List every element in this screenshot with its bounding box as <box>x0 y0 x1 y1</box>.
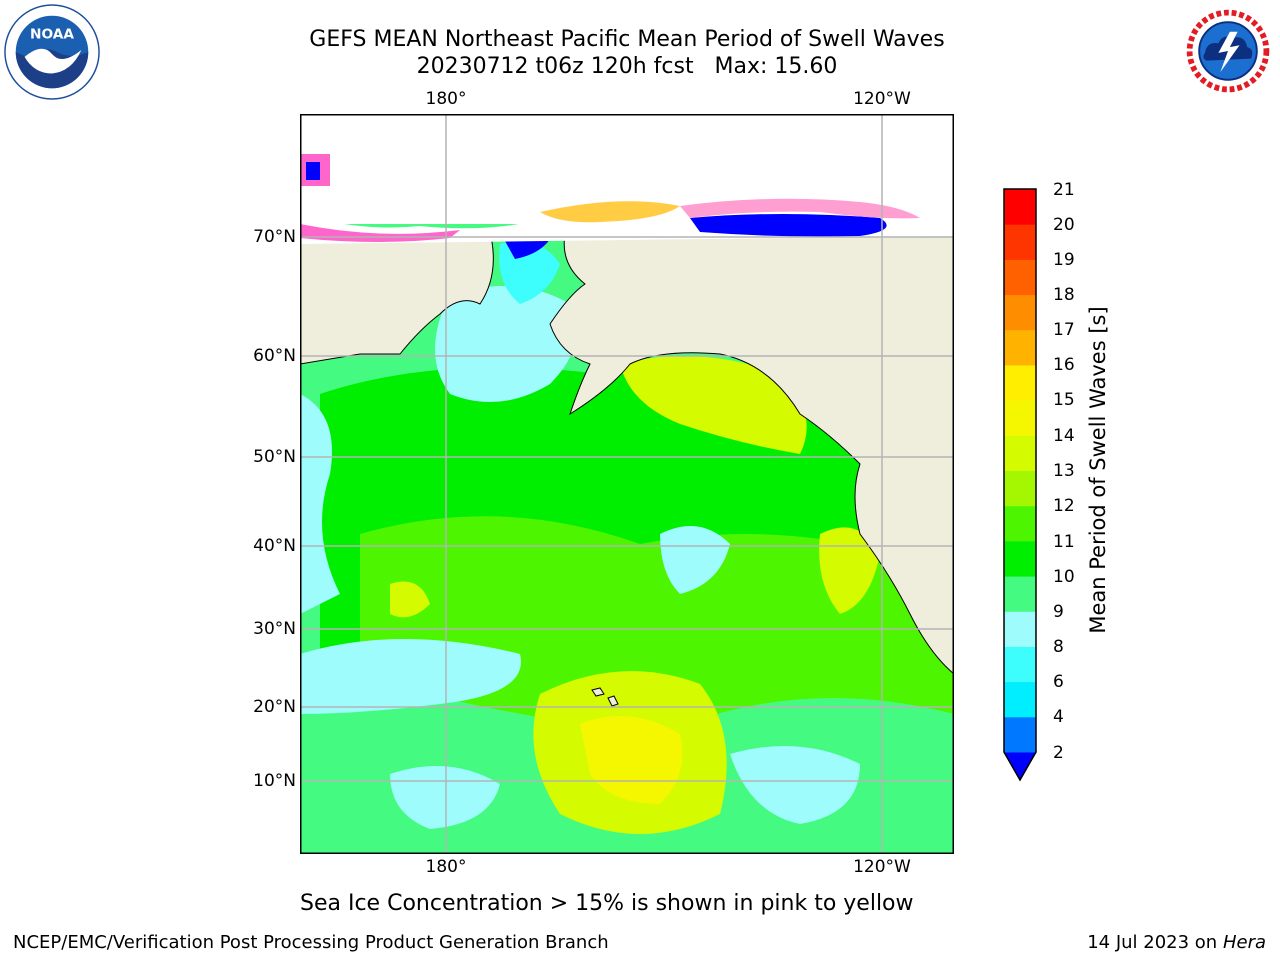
colorbar-segment-6-8 <box>1004 646 1036 683</box>
colorbar-segment-18-19 <box>1004 259 1036 296</box>
colorbar-segment-4-6 <box>1004 681 1036 718</box>
svg-text:NOAA: NOAA <box>30 26 74 42</box>
lat-tick-10n: 10°N <box>253 771 296 791</box>
footer-date-text: 14 Jul 2023 on <box>1087 932 1223 953</box>
patch-yellow-north <box>620 356 807 454</box>
lat-tick-60n: 60°N <box>253 346 296 366</box>
graticule <box>300 114 954 854</box>
colorbar-label-20: 20 <box>1053 215 1075 235</box>
colorbar-label-16: 16 <box>1053 355 1075 375</box>
colorbar-label-15: 15 <box>1053 390 1075 410</box>
colorbar-label-2: 2 <box>1053 743 1064 763</box>
region-blue-nw <box>306 162 320 180</box>
colorbar-segment-13-14 <box>1004 435 1036 471</box>
ice-yellow-mid <box>540 201 680 223</box>
region-beaufort-blue <box>690 214 887 237</box>
land-north-america <box>549 223 954 675</box>
patch-yellow-west <box>390 581 430 618</box>
colorbar-segment-19-20 <box>1004 224 1036 260</box>
colorbar-segment-11-12 <box>1004 505 1036 542</box>
colorbar-label-18: 18 <box>1053 285 1075 305</box>
footer-host: Hera <box>1222 932 1266 953</box>
chart-title: GEFS MEAN Northeast Pacific Mean Period … <box>309 27 945 52</box>
footer-date: 14 Jul 2023 on Hera <box>1087 932 1266 954</box>
region-cyan-mid <box>660 526 730 594</box>
lon-tick-bottom-180: 180° <box>425 857 467 877</box>
lat-tick-70n: 70°N <box>253 227 296 247</box>
colorbar-label-11: 11 <box>1053 532 1075 552</box>
map-frame <box>300 114 954 854</box>
land-hawaii-big-island <box>607 695 619 707</box>
colorbar-label-19: 19 <box>1053 250 1075 270</box>
ice-pink-east <box>680 198 920 219</box>
chart-subtitle: 20230712 t06z 120h fcst Max: 15.60 <box>416 54 838 79</box>
colorbar-segment-9-10 <box>1004 576 1036 612</box>
sea-ice-note: Sea Ice Concentration > 15% is shown in … <box>300 891 914 916</box>
colorbar-segment-17-18 <box>1004 294 1036 331</box>
colorbar-segment-2-4 <box>1004 716 1036 753</box>
region-cyan-south <box>730 746 860 824</box>
colorbar-label-12: 12 <box>1053 496 1075 516</box>
colorbar-segment-14-15 <box>1004 400 1036 436</box>
patch-yellow-coast <box>819 527 880 614</box>
patch-yellow-core <box>580 716 683 804</box>
colorbar <box>1003 188 1037 782</box>
colorbar-segment-8-9 <box>1004 611 1036 647</box>
colorbar-frame <box>1003 188 1037 782</box>
colorbar-label-14: 14 <box>1053 426 1075 446</box>
colorbar-label-8: 8 <box>1053 637 1064 657</box>
lat-tick-40n: 40°N <box>253 536 296 556</box>
colorbar-extend-min <box>1003 751 1037 782</box>
lon-tick-top-180: 180° <box>425 89 467 109</box>
lat-tick-50n: 50°N <box>253 447 296 467</box>
lon-tick-bottom-120w: 120°W <box>853 857 911 877</box>
land-siberia <box>300 231 494 365</box>
colorbar-label-6: 6 <box>1053 672 1064 692</box>
colorbar-label-21: 21 <box>1053 180 1075 200</box>
footer-credit: NCEP/EMC/Verification Post Processing Pr… <box>13 932 609 953</box>
colorbar-label-9: 9 <box>1053 602 1064 622</box>
colorbar-segment-20-21 <box>1004 189 1036 225</box>
colorbar-segment-15-16 <box>1004 364 1036 401</box>
colorbar-label-4: 4 <box>1053 707 1064 727</box>
colorbar-segment-16-17 <box>1004 329 1036 366</box>
lat-tick-30n: 30°N <box>253 619 296 639</box>
colorbar-label-10: 10 <box>1053 567 1075 587</box>
lon-tick-top-120w: 120°W <box>853 89 911 109</box>
region-cyan-west <box>300 394 340 614</box>
land-hawaii <box>591 687 605 697</box>
nws-logo <box>1182 5 1274 97</box>
colorbar-segment-12-13 <box>1004 470 1036 507</box>
lat-tick-20n: 20°N <box>253 697 296 717</box>
region-bering-cyan <box>435 286 577 402</box>
colorbar-label-13: 13 <box>1053 461 1075 481</box>
region-cyan-subtropic <box>300 639 521 714</box>
colorbar-segment-10-11 <box>1004 540 1036 577</box>
swell-period-map <box>300 114 954 854</box>
colorbar-label-17: 17 <box>1053 320 1075 340</box>
noaa-logo: NOAA <box>4 4 100 100</box>
